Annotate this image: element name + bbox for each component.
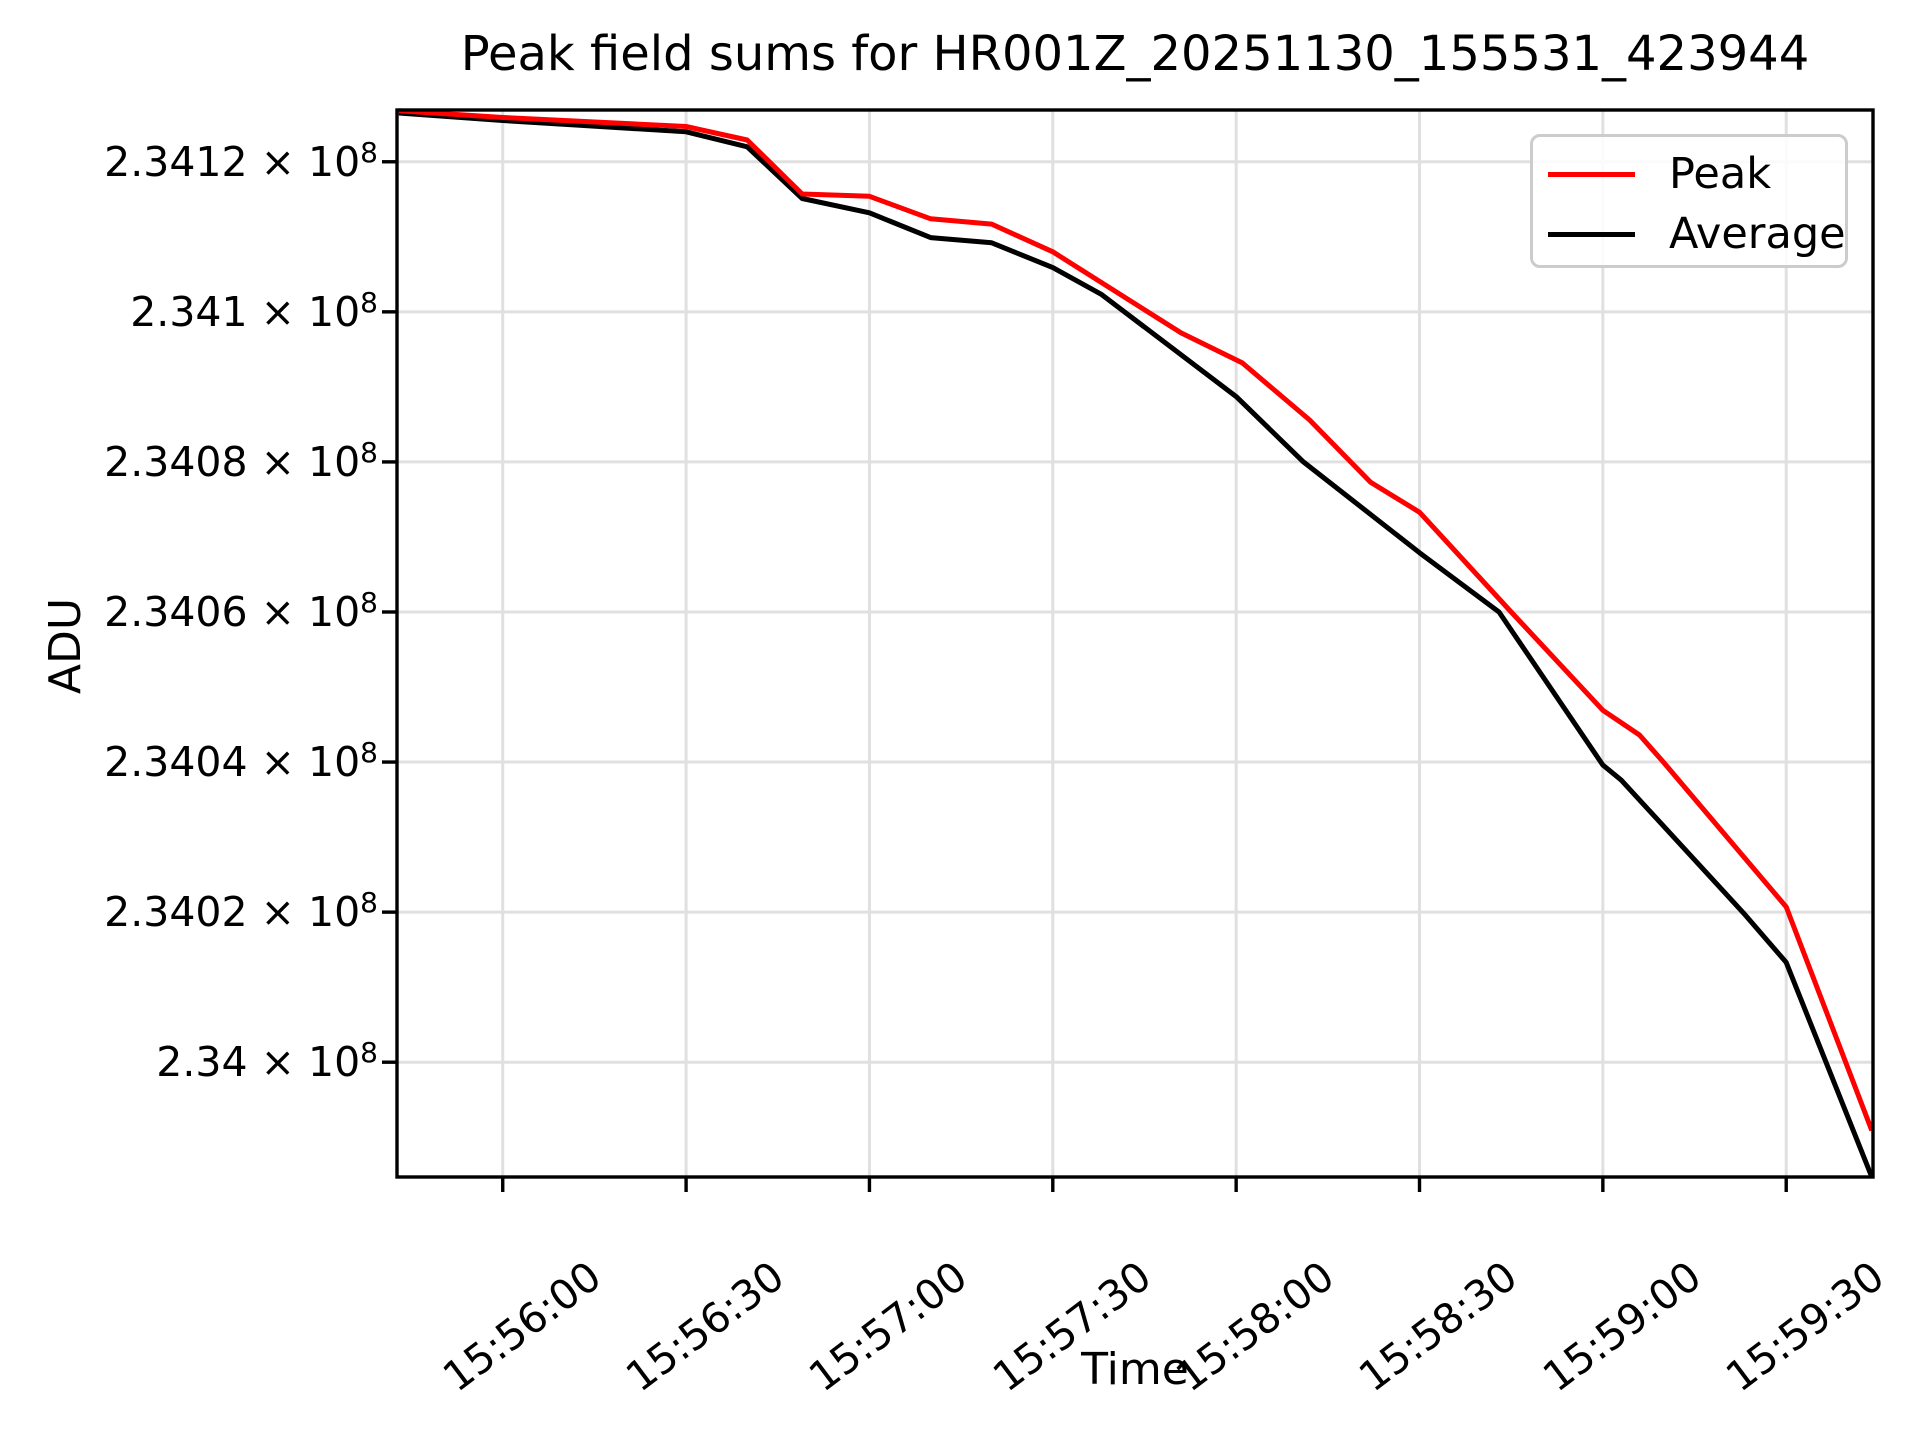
plot-frame [395, 108, 1875, 1179]
y-axis-label: ADU [40, 597, 91, 695]
peak-line [398, 108, 1875, 1132]
chart-title: Peak field sums for HR001Z_20251130_1555… [460, 26, 1810, 82]
average-line [398, 110, 1875, 1178]
legend-entry-peak: Peak [1548, 144, 1845, 204]
y-tick-label: 2.341 × 108 [130, 285, 378, 336]
y-tick-label: 2.3406 × 108 [104, 585, 378, 636]
average-legend-line-icon [1548, 231, 1635, 237]
legend-label: Average [1669, 209, 1846, 259]
legend-label: Peak [1669, 149, 1772, 199]
x-axis-label: Time [1081, 1344, 1189, 1395]
peak-legend-line-icon [1548, 171, 1635, 177]
y-tick-label: 2.34 × 108 [156, 1036, 378, 1087]
y-tick-label: 2.3402 × 108 [104, 886, 378, 937]
legend: Peak Average [1530, 134, 1848, 268]
y-tick-label: 2.3408 × 108 [104, 435, 378, 486]
y-tick-label: 2.3404 × 108 [104, 736, 378, 787]
y-tick-label: 2.3412 × 108 [104, 135, 378, 186]
legend-entry-average: Average [1548, 204, 1846, 264]
